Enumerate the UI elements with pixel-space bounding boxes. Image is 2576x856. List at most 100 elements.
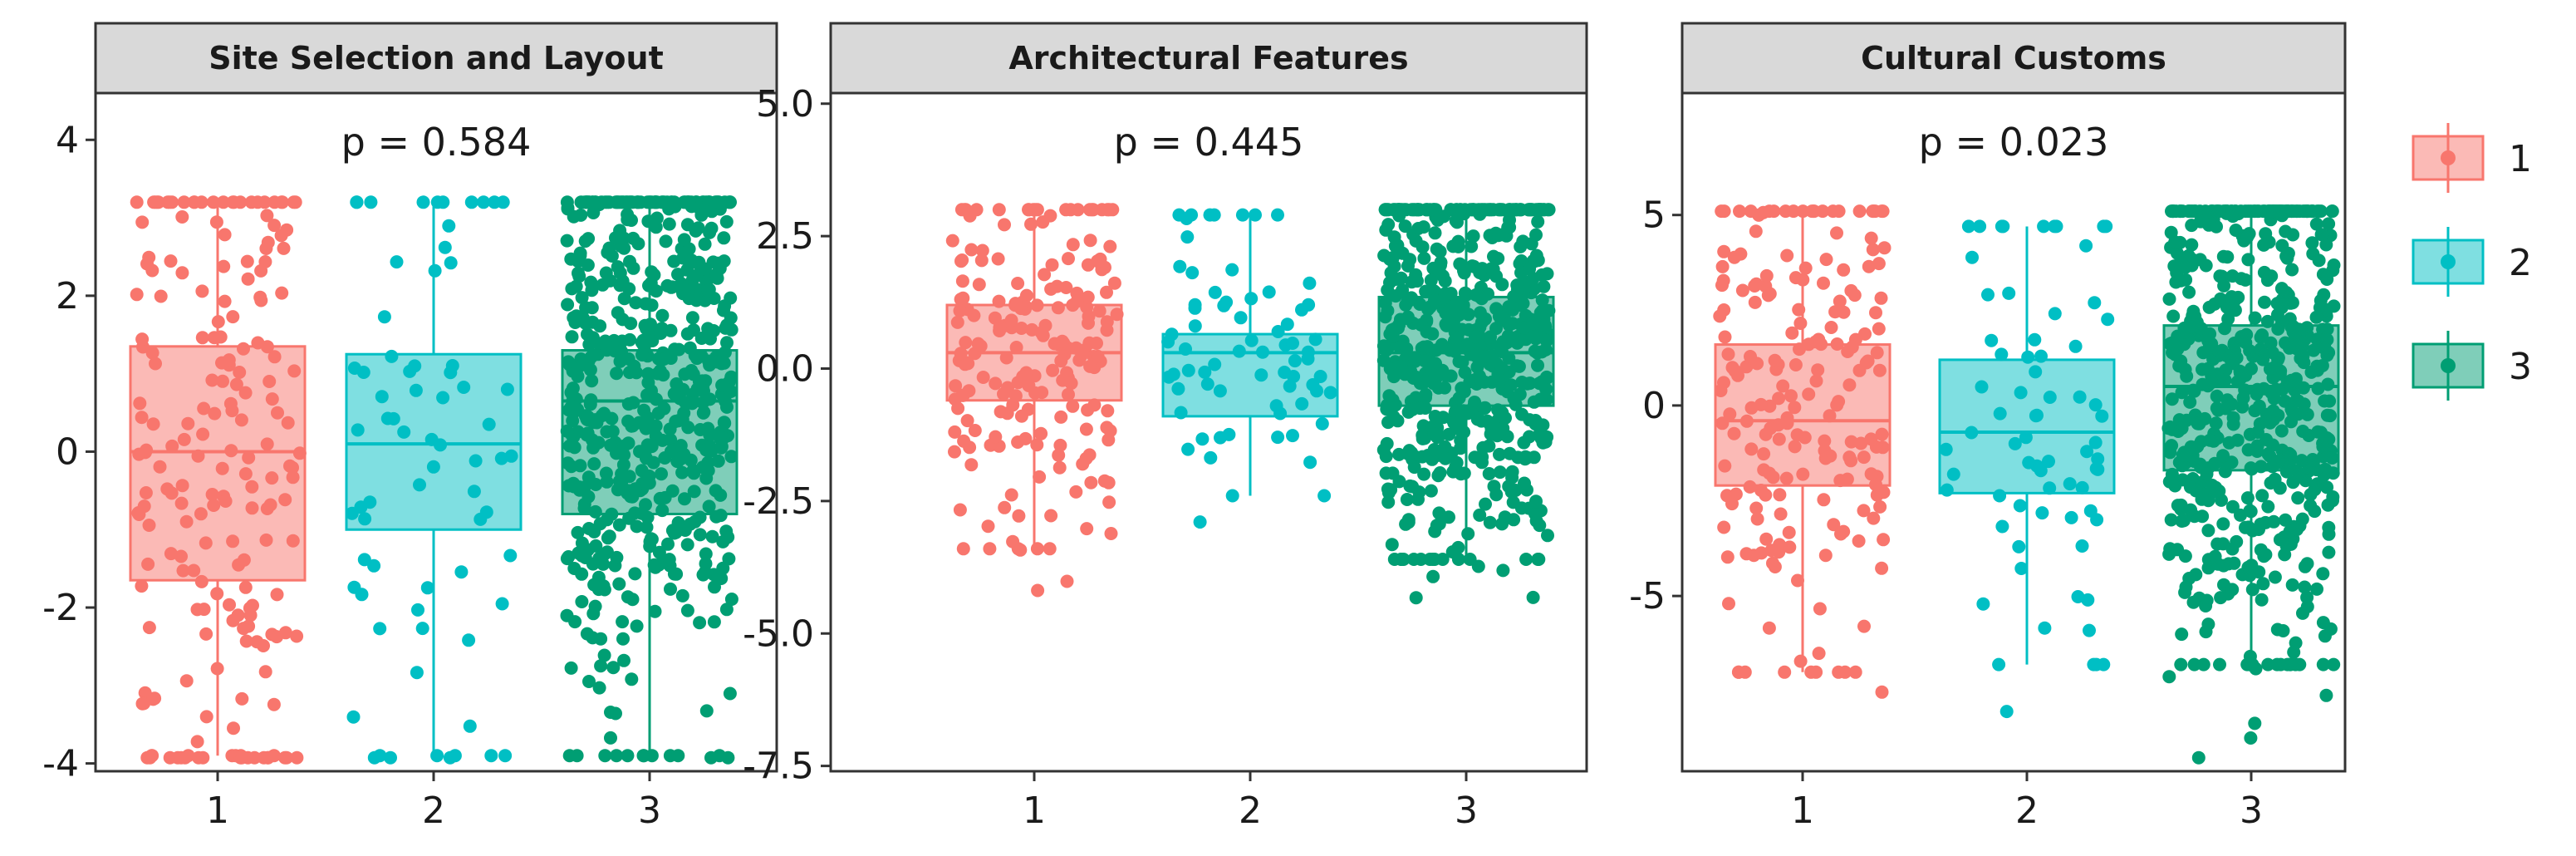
- data-point: [2241, 520, 2255, 534]
- data-point: [667, 195, 681, 209]
- x-tick-label: 3: [2240, 790, 2263, 832]
- data-point: [621, 213, 635, 227]
- x-tick-label: 2: [2015, 790, 2039, 832]
- data-point: [724, 450, 738, 464]
- data-point: [2002, 286, 2016, 300]
- data-point: [2178, 260, 2192, 274]
- data-point: [1840, 472, 1854, 486]
- data-point: [1014, 409, 1028, 423]
- data-point: [974, 253, 989, 268]
- data-point: [1391, 414, 1405, 428]
- data-point: [195, 331, 209, 345]
- data-point: [586, 331, 600, 345]
- data-point: [2200, 467, 2214, 481]
- data-point: [477, 195, 491, 209]
- data-point: [261, 235, 275, 249]
- data-point: [241, 272, 255, 286]
- data-point: [2174, 502, 2188, 516]
- data-point: [2274, 315, 2289, 328]
- data-point: [1832, 395, 1846, 409]
- data-point: [1537, 203, 1551, 217]
- box-group-2: [1938, 219, 2116, 719]
- data-point: [2248, 311, 2262, 325]
- data-point: [2291, 491, 2305, 505]
- data-point: [1872, 322, 1886, 336]
- data-point: [1466, 229, 1480, 244]
- data-point: [1435, 337, 1449, 352]
- data-point: [1045, 258, 1059, 272]
- data-point: [2316, 657, 2330, 672]
- data-point: [678, 492, 691, 506]
- data-point: [233, 366, 247, 379]
- facet-strip: [829, 22, 1588, 95]
- data-point: [265, 392, 279, 406]
- data-point: [1772, 432, 1786, 446]
- data-point: [1417, 251, 1431, 265]
- data-point: [1310, 384, 1323, 398]
- data-point: [1718, 459, 1732, 473]
- data-point: [577, 501, 591, 515]
- data-point: [1013, 543, 1028, 557]
- data-point: [1739, 414, 1754, 428]
- data-point: [1249, 208, 1262, 222]
- data-point: [1939, 442, 1953, 456]
- data-point: [179, 674, 194, 688]
- data-point: [1757, 463, 1771, 477]
- data-point: [1161, 335, 1175, 349]
- data-point: [1975, 380, 1989, 394]
- data-point: [580, 316, 593, 330]
- data-point: [196, 750, 210, 765]
- y-tick-label: 2: [56, 275, 79, 317]
- data-point: [2306, 204, 2320, 219]
- data-point: [1394, 359, 1408, 373]
- data-point: [1529, 248, 1543, 263]
- data-point: [1442, 510, 1455, 524]
- data-point: [645, 298, 659, 312]
- data-point: [1867, 511, 1881, 525]
- data-point: [2043, 481, 2057, 495]
- data-point: [195, 284, 209, 298]
- data-point: [464, 195, 478, 209]
- data-point: [1396, 553, 1411, 566]
- data-point: [1759, 532, 1774, 546]
- data-point: [175, 266, 189, 280]
- data-point: [719, 603, 734, 617]
- data-point: [642, 278, 655, 293]
- data-point: [2298, 580, 2312, 594]
- data-point: [2316, 440, 2330, 454]
- data-point: [1513, 387, 1527, 401]
- data-point: [1872, 257, 1886, 271]
- data-point: [457, 381, 471, 394]
- data-point: [1442, 427, 1456, 441]
- data-point: [954, 347, 968, 361]
- data-point: [638, 416, 652, 430]
- data-point: [657, 401, 671, 416]
- data-point: [697, 405, 711, 419]
- data-point: [567, 476, 581, 490]
- data-point: [2075, 480, 2089, 494]
- data-point: [2064, 510, 2078, 524]
- data-point: [500, 382, 514, 396]
- data-point: [469, 454, 483, 468]
- data-point: [197, 401, 211, 416]
- data-point: [662, 217, 676, 231]
- data-point: [650, 211, 664, 225]
- data-point: [1413, 401, 1427, 416]
- data-point: [390, 255, 404, 269]
- data-point: [621, 749, 635, 763]
- data-point: [1531, 358, 1544, 372]
- data-point: [1054, 354, 1068, 368]
- data-point: [989, 430, 1003, 444]
- data-point: [194, 507, 208, 521]
- data-point: [699, 262, 712, 276]
- data-point: [1406, 480, 1420, 494]
- data-point: [2068, 339, 2083, 353]
- data-point: [1180, 230, 1195, 244]
- data-point: [1004, 488, 1018, 502]
- p-value-annotation: p = 0.445: [1114, 120, 1304, 165]
- data-point: [1432, 264, 1446, 278]
- data-point: [2220, 250, 2235, 264]
- data-point: [254, 263, 268, 278]
- data-point: [2260, 314, 2274, 328]
- data-point: [270, 588, 284, 602]
